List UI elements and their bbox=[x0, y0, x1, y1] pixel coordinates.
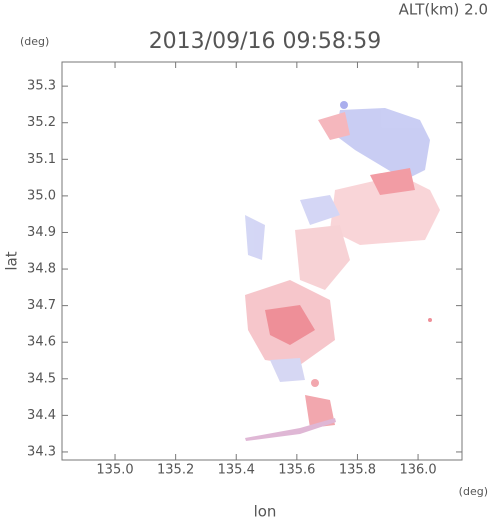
y-tick-label: 35.3 bbox=[27, 79, 56, 94]
field-blob bbox=[340, 101, 348, 109]
y-axis-label: lat bbox=[3, 251, 21, 270]
y-tick-label: 35.1 bbox=[27, 152, 56, 167]
x-tick-label: 135.0 bbox=[96, 463, 133, 478]
y-tick-label: 34.6 bbox=[27, 335, 56, 350]
x-axis-label: lon bbox=[254, 503, 277, 521]
y-unit: (deg) bbox=[20, 35, 49, 48]
field-blob bbox=[370, 168, 415, 195]
y-tick-label: 35.2 bbox=[27, 115, 56, 130]
field-blob bbox=[265, 305, 315, 345]
field-blob bbox=[245, 418, 336, 441]
x-tick-label: 135.8 bbox=[339, 463, 376, 478]
x-unit: (deg) bbox=[459, 485, 488, 498]
x-tick-label: 135.4 bbox=[218, 463, 255, 478]
x-tick-label: 135.6 bbox=[278, 463, 315, 478]
y-tick-label: 34.9 bbox=[27, 225, 56, 240]
y-tick-label: 34.3 bbox=[27, 444, 56, 459]
x-tick-label: 135.2 bbox=[157, 463, 194, 478]
y-tick-label: 34.4 bbox=[27, 408, 56, 423]
field-blob bbox=[295, 225, 350, 290]
field-blob bbox=[270, 358, 305, 382]
altitude-annotation: ALT(km) 2.0 bbox=[399, 1, 488, 19]
y-tick-label: 34.7 bbox=[27, 298, 56, 313]
x-tick-label: 136.0 bbox=[399, 463, 436, 478]
plot-frame bbox=[61, 61, 463, 461]
field-blob bbox=[311, 379, 319, 387]
field-blob bbox=[318, 112, 350, 140]
field-blob bbox=[330, 175, 440, 245]
radar-field bbox=[245, 101, 440, 441]
field-blob bbox=[305, 395, 335, 428]
field-blob bbox=[428, 318, 432, 322]
y-tick-label: 34.8 bbox=[27, 262, 56, 277]
chart-title: 2013/09/16 09:58:59 bbox=[149, 29, 382, 54]
field-blob bbox=[300, 195, 340, 225]
field-blob bbox=[245, 215, 265, 260]
y-tick-label: 35.0 bbox=[27, 188, 56, 203]
y-tick-label: 34.5 bbox=[27, 371, 56, 386]
field-blob bbox=[335, 108, 430, 180]
